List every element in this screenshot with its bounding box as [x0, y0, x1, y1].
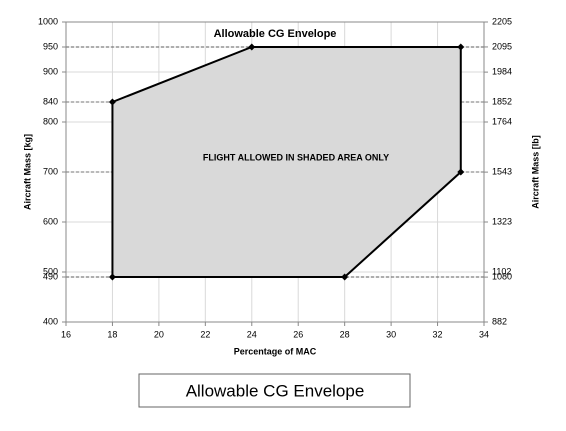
- y2-tick-label: 1764: [492, 116, 512, 126]
- y-tick-label: 800: [43, 116, 58, 126]
- y-tick-label: 500: [43, 266, 58, 276]
- vertex: [457, 168, 465, 176]
- x-tick-label: 24: [247, 329, 257, 339]
- vertex: [108, 98, 116, 106]
- x-tick-label: 18: [107, 329, 117, 339]
- y-tick-label: 840: [43, 96, 58, 106]
- y-tick-label: 600: [43, 216, 58, 226]
- plot-frame: [65, 21, 485, 323]
- y2-tick-label: 882: [492, 316, 507, 326]
- y-tick-label: 400: [43, 316, 58, 326]
- caption: Allowable CG Envelope: [186, 381, 365, 400]
- y2-tick-label: 1102: [492, 266, 511, 276]
- x-tick-label: 26: [293, 329, 303, 339]
- vertex: [248, 43, 256, 51]
- y2-tick-label: 2205: [492, 16, 512, 26]
- x-axis-label: Percentage of MAC: [234, 346, 317, 356]
- y-tick-label: 700: [43, 166, 58, 176]
- y2-tick-label: 1323: [492, 216, 512, 226]
- y2-tick-label: 1984: [492, 66, 512, 76]
- chart-title: Allowable CG Envelope: [214, 28, 337, 40]
- x-tick-label: 16: [61, 329, 71, 339]
- x-tick-label: 32: [433, 329, 443, 339]
- vertex: [341, 273, 349, 281]
- y-tick-label: 490: [43, 271, 58, 281]
- y-tick-label: 1000: [38, 16, 58, 26]
- y2-tick-label: 1080: [492, 271, 512, 281]
- caption-box: [138, 373, 411, 408]
- y-tick-label: 900: [43, 66, 58, 76]
- x-tick-label: 30: [386, 329, 396, 339]
- annotation: FLIGHT ALLOWED IN SHADED AREA ONLY: [203, 152, 389, 162]
- y-axis-label: Aircraft Mass [kg]: [22, 134, 32, 210]
- vertex: [457, 43, 465, 51]
- vertex: [108, 273, 116, 281]
- y2-tick-label: 2095: [492, 41, 512, 51]
- y-tick-label: 950: [43, 41, 58, 51]
- x-tick-label: 28: [340, 329, 350, 339]
- x-tick-label: 34: [479, 329, 489, 339]
- y2-tick-label: 1852: [492, 96, 512, 106]
- x-tick-label: 22: [200, 329, 210, 339]
- y2-tick-label: 1543: [492, 166, 512, 176]
- x-tick-label: 20: [154, 329, 164, 339]
- y2-axis-label: Aircraft Mass [lb]: [530, 135, 540, 209]
